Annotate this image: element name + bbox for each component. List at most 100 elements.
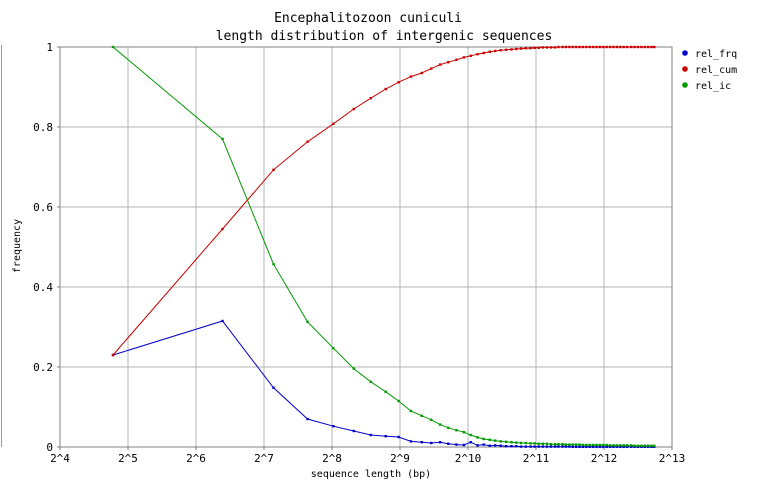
data-point-rel_frq [306,417,309,421]
data-point-rel_ic [533,442,536,445]
data-point-rel_frq [581,445,585,448]
data-point-rel_cum [640,45,643,49]
data-point-rel_frq [619,445,622,448]
data-point-rel_ic [615,444,619,447]
y-tick-label: 1 [46,41,53,54]
data-point-rel_frq [499,444,502,447]
data-point-rel_ic [598,443,602,447]
data-point-rel_ic [653,444,656,447]
data-point-rel_frq [438,441,442,444]
data-point-rel_cum [510,48,513,51]
y-tick-label: 0.6 [33,201,53,214]
data-point-rel_cum [553,46,557,49]
x-axis-label: sequence length (bp) [311,469,431,480]
x-tick-label: 2^9 [390,452,410,465]
data-point-rel_cum [650,45,653,49]
data-point-rel_cum [272,168,275,171]
data-point-rel_frq [420,441,423,444]
data-point-rel_frq [515,445,518,448]
data-point-rel_cum [625,45,629,49]
data-point-rel_cum [409,75,413,78]
data-point-rel_frq [510,445,513,448]
data-point-rel_ic [494,439,497,442]
data-point-rel_ic [306,320,309,323]
data-point-rel_ic [585,443,588,447]
data-point-rel_cum [581,45,585,49]
data-point-rel_cum [462,56,466,59]
data-point-rel_cum [499,49,502,52]
y-axis-label: frequency [12,219,23,273]
data-point-rel_ic [455,429,458,432]
data-point-rel_frq [447,442,450,445]
x-tick-label: 2^12 [591,452,618,465]
data-point-rel_cum [469,54,472,57]
y-tick-label: 0.8 [33,121,53,134]
data-point-rel_frq [561,445,564,448]
data-point-rel_ic [633,444,636,447]
data-point-rel_cum [561,45,564,49]
data-point-rel_ic [564,443,568,446]
data-point-rel_cum [608,45,612,49]
data-point-rel_cum [612,45,615,49]
data-point-rel_ic [462,431,466,434]
data-point-rel_ic [352,367,355,370]
data-point-rel_frq [476,444,479,447]
data-point-rel_frq [352,429,355,433]
data-point-rel_ic [430,418,433,421]
data-point-rel_cum [488,50,491,53]
data-point-rel_ic [510,441,513,444]
data-point-rel_frq [574,445,578,448]
data-point-rel_ic [221,137,224,141]
data-point-rel_cum [430,67,433,70]
plot-frame [59,46,673,448]
data-point-rel_frq [568,445,571,448]
data-point-rel_ic [591,443,595,447]
data-point-rel_cum [529,47,532,50]
data-point-rel_cum [588,45,591,49]
data-point-rel_ic [608,444,612,447]
data-point-rel_frq [549,445,553,448]
data-point-rel_cum [633,45,636,49]
x-tick-label: 2^13 [659,452,686,465]
data-point-rel_ic [549,443,553,446]
data-point-rel_ic [488,438,491,441]
legend-label-rel_cum: rel_cum [695,65,737,76]
data-point-rel_frq [578,445,581,448]
data-point-rel_ic [384,390,387,393]
data-point-rel_ic [643,444,646,447]
data-point-rel_ic [650,444,653,447]
data-point-rel_cum [605,45,608,49]
data-point-rel_ic [447,426,450,429]
data-point-rel_ic [561,443,564,446]
data-point-rel_ic [476,436,479,439]
data-point-rel_frq [482,443,485,446]
data-point-rel_frq [455,443,458,446]
data-point-rel_ic [647,444,650,447]
data-point-rel_cum [630,45,633,49]
y-tick-label: 0.4 [33,281,53,294]
data-point-rel_frq [409,440,413,443]
data-point-rel_ic [469,433,472,437]
data-point-rel_cum [524,47,527,50]
data-point-rel_frq [519,445,523,448]
data-point-rel_cum [615,45,619,49]
legend-marker-rel_ic [682,82,688,88]
data-point-rel_cum [369,97,372,100]
data-point-rel_cum [352,107,355,111]
data-point-rel_frq [608,445,612,448]
legend-marker-rel_cum [682,66,688,72]
data-point-rel_ic [111,45,115,49]
data-point-rel_frq [591,445,595,448]
data-point-rel_ic [515,441,518,444]
x-tick-label: 2^6 [186,452,206,465]
data-point-rel_ic [625,444,629,447]
data-point-rel_cum [504,48,508,51]
data-point-rel_ic [571,443,574,446]
series-line-rel_frq [112,320,655,448]
data-point-rel_frq [369,433,372,437]
data-point-rel_cum [455,58,458,61]
chart-title: Encephalitozoon cuniculi [274,11,462,26]
data-point-rel_cum [574,45,578,49]
data-point-rel_frq [384,435,387,438]
